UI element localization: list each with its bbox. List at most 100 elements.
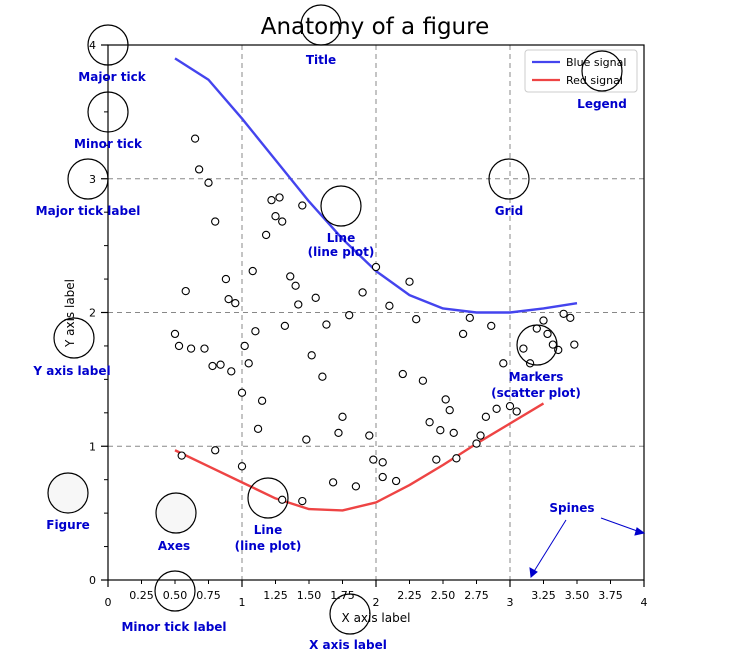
blue-line-circle: [320, 185, 362, 227]
x-major-tick-label: 4: [641, 596, 648, 609]
markers-annotation-sub: (scatter plot): [491, 386, 581, 400]
scatter-point: [244, 359, 253, 368]
x-axis-label: X axis label: [342, 611, 411, 625]
scatter-point: [458, 329, 468, 339]
markers-circle: [516, 324, 558, 366]
x-major-tick-label: 2: [373, 596, 380, 609]
scatter-point: [251, 327, 260, 336]
scatter-point: [211, 217, 220, 226]
scatter-point: [271, 212, 280, 221]
scatter-point: [237, 462, 247, 471]
scatter-point: [405, 277, 414, 286]
legend-red-label: Red signal: [566, 74, 623, 87]
scatter-point: [328, 478, 338, 487]
scatter-point: [334, 428, 343, 438]
scatter-point: [378, 458, 387, 467]
scatter-point: [570, 340, 579, 349]
spines-arrowhead-bottom: [529, 567, 538, 578]
scatter-point: [194, 165, 204, 174]
scatter-point: [492, 404, 501, 413]
x-major-tick-label: 0: [105, 596, 112, 609]
scatter-point: [204, 178, 213, 187]
scatter-point: [278, 495, 287, 504]
scatter-point: [280, 321, 290, 331]
grid-circle: [488, 158, 530, 200]
red-line-annotation: Line: [254, 523, 282, 537]
scatter-point: [181, 286, 190, 296]
scatter-point: [307, 351, 316, 360]
scatter-point: [231, 298, 240, 308]
scatter-point: [436, 426, 445, 435]
scatter-point: [174, 341, 184, 351]
scatter-point: [505, 401, 515, 411]
y-axis-label-annotation: Y axis label: [32, 364, 110, 378]
scatter-point: [487, 321, 496, 331]
scatter-point: [345, 311, 354, 320]
minor-tick-circle: [87, 91, 129, 133]
spines-annotation: Spines: [549, 501, 594, 515]
y-major-tick-label: 4: [89, 39, 96, 52]
scatter-point: [200, 344, 209, 353]
legend-blue-label: Blue signal: [566, 56, 626, 69]
minor-tick-label-annotation: Minor tick label: [121, 620, 226, 634]
axes-circle: [155, 492, 197, 534]
legend-box: [524, 49, 638, 93]
x-minor-tick-label: 0.50: [163, 589, 188, 602]
red-line-circle: [247, 477, 289, 519]
y-major-tick-label: 2: [89, 307, 96, 320]
scatter-point: [248, 266, 257, 276]
scatter-point: [559, 309, 568, 318]
major-tick-circle: [87, 24, 129, 66]
y-major-tick-label: 1: [89, 440, 96, 453]
scatter-point: [385, 301, 394, 310]
markers-annotation: Markers: [509, 370, 564, 384]
scatter-point: [286, 272, 295, 281]
scatter-point: [391, 476, 401, 486]
scatter-point: [221, 274, 231, 284]
scatter-point: [378, 472, 387, 482]
x-minor-tick-label: 3.75: [598, 589, 623, 602]
scatter-point: [481, 412, 491, 421]
scatter-point: [472, 439, 481, 448]
legend-annotation: Legend: [577, 97, 627, 111]
blue-line-annotation: Line: [327, 231, 355, 245]
scatter-point: [358, 288, 367, 297]
x-major-tick-label: 1: [239, 596, 246, 609]
scatter-point: [532, 324, 541, 333]
title-circle: [300, 4, 342, 46]
scatter-point: [499, 359, 508, 368]
legend: Blue signal Red signal: [524, 49, 638, 93]
title-annotation: Title: [306, 53, 336, 67]
grid-lines: [108, 45, 644, 580]
scatter-point: [418, 376, 428, 385]
x-minor-tick-label: 2.50: [431, 589, 456, 602]
scatter-point: [186, 344, 196, 353]
scatter-point: [566, 313, 575, 322]
x-minor-tick-label: 0.25: [129, 589, 154, 602]
scatter-point: [543, 329, 552, 339]
red-line-annotation-sub: (line plot): [235, 539, 302, 553]
spines-arrowhead-right: [634, 527, 646, 536]
annotation-circles: [47, 4, 623, 635]
scatter-point: [227, 367, 236, 376]
major-tick-label-circle: [67, 158, 109, 200]
scatter-point: [445, 405, 454, 415]
scatter-point: [208, 361, 217, 371]
x-minor-tick-label: 3.50: [565, 589, 590, 602]
scatter-point: [476, 431, 485, 440]
scatter-point: [291, 281, 300, 290]
scatter-point: [351, 482, 361, 491]
scatter-point: [311, 293, 320, 302]
chart-title: Anatomy of a figure: [261, 14, 489, 40]
scatter-point: [278, 217, 287, 226]
scatter-point: [177, 451, 186, 460]
scatter-point: [398, 369, 407, 379]
scatter-point: [449, 428, 458, 438]
scatter-point: [512, 407, 521, 416]
x-minor-tick-label: 1.25: [263, 589, 288, 602]
blue-line-annotation-sub: (line plot): [308, 245, 375, 259]
spines-arrow-bottom: [532, 519, 567, 574]
scatter-point: [237, 388, 247, 397]
